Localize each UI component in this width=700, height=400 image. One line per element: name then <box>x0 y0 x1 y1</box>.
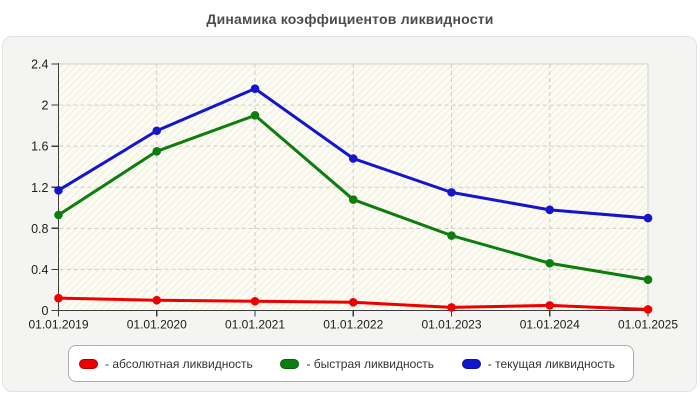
red-series-swatch-icon <box>79 358 98 369</box>
legend-label: - текущая ликвидность <box>487 356 615 371</box>
legend-label: - абсолютная ликвидность <box>105 356 253 371</box>
green-series-swatch-icon <box>280 358 300 369</box>
chart-panel <box>2 36 697 392</box>
legend-item-absolute-liquidity: - абсолютная ликвидность <box>79 357 253 371</box>
blue-series-swatch-icon <box>461 358 481 369</box>
legend-item-current-liquidity: - текущая ликвидность <box>461 356 615 371</box>
legend: - абсолютная ликвидность - быстрая ликви… <box>68 345 634 382</box>
legend-label: - быстрая ликвидность <box>306 356 435 371</box>
legend-item-quick-liquidity: - быстрая ликвидность <box>280 357 434 371</box>
chart-title: Динамика коэффициентов ликвидности <box>206 11 494 27</box>
